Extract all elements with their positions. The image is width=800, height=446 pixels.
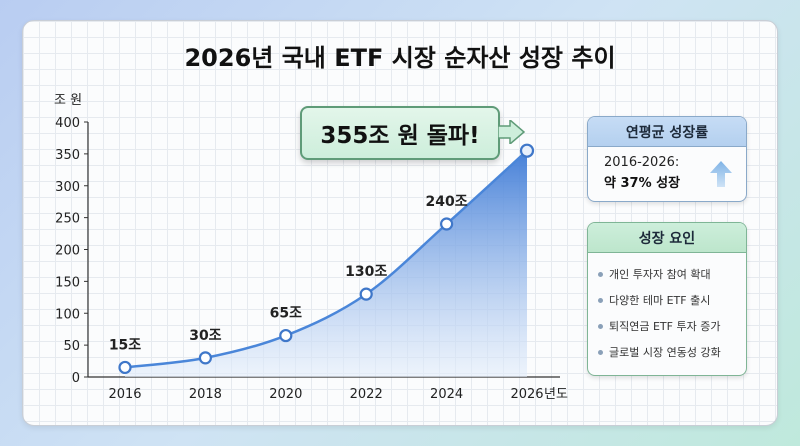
bullet-icon bbox=[598, 349, 603, 355]
bullet-icon bbox=[598, 323, 603, 329]
factor-item: 글로벌 시장 연동성 강화 bbox=[598, 339, 746, 365]
growth-rate-title: 연평균 성장률 bbox=[588, 117, 746, 147]
data-point bbox=[519, 143, 535, 158]
growth-rate-value: 약 37% 성장 bbox=[604, 176, 681, 191]
arrow-right-icon bbox=[498, 120, 526, 144]
growth-factors-title: 성장 요인 bbox=[588, 223, 746, 253]
data-label: 240조 bbox=[426, 194, 468, 210]
callout-box: 355조 원 돌파! bbox=[300, 106, 500, 160]
bullet-icon bbox=[598, 297, 603, 303]
y-tick-label: 0 bbox=[72, 371, 80, 386]
data-point bbox=[279, 328, 293, 343]
data-point bbox=[198, 351, 212, 365]
data-point bbox=[118, 360, 132, 375]
y-axis-label: 조 원 bbox=[54, 93, 82, 108]
growth-period: 2016-2026: bbox=[604, 155, 680, 170]
y-tick-label: 400 bbox=[55, 116, 80, 131]
x-tick-label: 2018 bbox=[189, 387, 222, 402]
y-tick-label: 100 bbox=[55, 307, 80, 322]
growth-factors-panel: 성장 요인 개인 투자자 참여 확대 다양한 테마 ETF 출시 퇴직연금 ET… bbox=[587, 222, 747, 376]
y-tick-label: 250 bbox=[55, 212, 80, 227]
factor-item: 퇴직연금 ETF 투자 증가 bbox=[598, 313, 746, 339]
data-point bbox=[359, 287, 373, 301]
factor-item: 개인 투자자 참여 확대 bbox=[598, 261, 746, 287]
x-axis-label: 년도 bbox=[544, 387, 568, 402]
bullet-icon bbox=[598, 271, 603, 277]
data-point bbox=[440, 217, 454, 231]
x-tick-label: 2016 bbox=[108, 387, 141, 402]
y-tick-label: 50 bbox=[63, 339, 80, 354]
data-label: 30조 bbox=[189, 328, 221, 344]
data-label: 15조 bbox=[109, 337, 141, 353]
x-tick-label: 2020 bbox=[269, 387, 302, 402]
data-label: 65조 bbox=[270, 306, 302, 322]
area-fill bbox=[125, 150, 527, 377]
up-arrow-icon bbox=[710, 161, 732, 187]
factor-item: 다양한 테마 ETF 출시 bbox=[598, 287, 746, 313]
y-tick-label: 150 bbox=[55, 275, 80, 290]
y-tick-label: 300 bbox=[55, 180, 80, 195]
x-tick-label: 2022 bbox=[350, 387, 383, 402]
x-tick-label: 2026 bbox=[510, 387, 543, 402]
factor-list: 개인 투자자 참여 확대 다양한 테마 ETF 출시 퇴직연금 ETF 투자 증… bbox=[588, 253, 746, 365]
y-tick-label: 350 bbox=[55, 148, 80, 163]
chart-title: 2026년 국내 ETF 시장 순자산 성장 추이 bbox=[184, 44, 616, 72]
y-tick-label: 200 bbox=[55, 244, 80, 259]
data-label: 130조 bbox=[345, 264, 387, 280]
growth-rate-panel: 연평균 성장률 2016-2026: 약 37% 성장 bbox=[587, 116, 747, 202]
x-tick-label: 2024 bbox=[430, 387, 463, 402]
